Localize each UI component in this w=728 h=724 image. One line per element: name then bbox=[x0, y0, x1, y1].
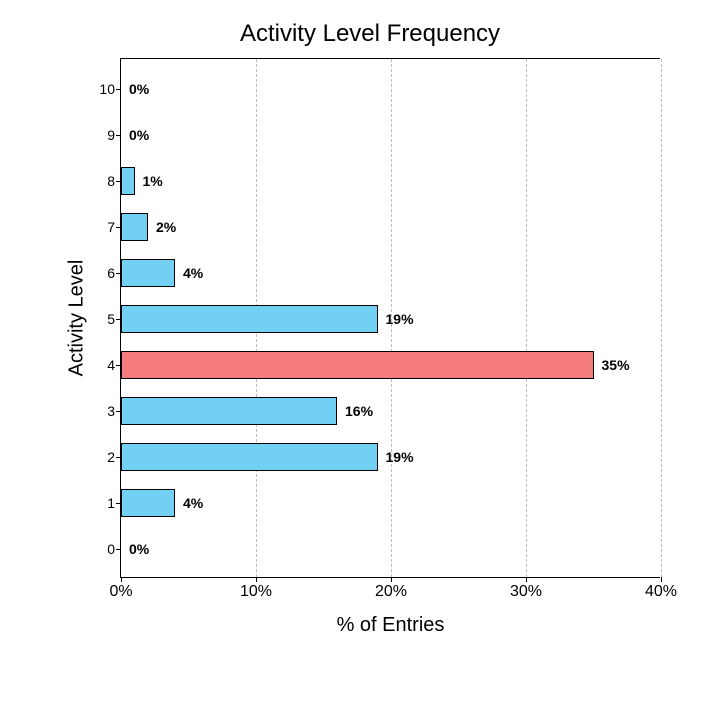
bar-value-label: 1% bbox=[143, 173, 163, 189]
bar-value-label: 16% bbox=[345, 403, 373, 419]
bar bbox=[121, 259, 175, 287]
plot-area: Activity Level % of Entries 0%10%20%30%4… bbox=[120, 58, 660, 578]
bar-value-label: 2% bbox=[156, 219, 176, 235]
bar-value-label: 35% bbox=[602, 357, 630, 373]
chart-title: Activity Level Frequency bbox=[60, 20, 680, 48]
x-tick-label: 10% bbox=[240, 577, 272, 601]
y-tick-label: 1 bbox=[107, 495, 121, 511]
x-tick-label: 40% bbox=[645, 577, 677, 601]
bar-value-label: 19% bbox=[386, 311, 414, 327]
bar-value-label: 4% bbox=[183, 495, 203, 511]
bar-value-label: 0% bbox=[129, 541, 149, 557]
bar bbox=[121, 213, 148, 241]
y-axis-label: Activity Level bbox=[66, 260, 89, 377]
x-axis-label: % of Entries bbox=[337, 614, 445, 637]
x-tick-label: 0% bbox=[109, 577, 132, 601]
y-tick-label: 9 bbox=[107, 127, 121, 143]
bar bbox=[121, 167, 135, 195]
y-tick-label: 5 bbox=[107, 311, 121, 327]
x-tick-label: 20% bbox=[375, 577, 407, 601]
bar bbox=[121, 443, 378, 471]
y-tick-label: 6 bbox=[107, 265, 121, 281]
bar bbox=[121, 489, 175, 517]
grid-line bbox=[526, 59, 527, 577]
bar-highlight bbox=[121, 351, 594, 379]
y-tick-label: 0 bbox=[107, 541, 121, 557]
y-tick-label: 8 bbox=[107, 173, 121, 189]
x-tick-label: 30% bbox=[510, 577, 542, 601]
y-tick-label: 3 bbox=[107, 403, 121, 419]
y-tick-label: 2 bbox=[107, 449, 121, 465]
bar-value-label: 0% bbox=[129, 127, 149, 143]
bar-value-label: 19% bbox=[386, 449, 414, 465]
y-tick-label: 4 bbox=[107, 357, 121, 373]
chart-container: Activity Level Frequency Activity Level … bbox=[60, 20, 680, 680]
y-tick-label: 7 bbox=[107, 219, 121, 235]
bar bbox=[121, 305, 378, 333]
y-tick-label: 10 bbox=[99, 81, 121, 97]
bar bbox=[121, 397, 337, 425]
bar-value-label: 4% bbox=[183, 265, 203, 281]
grid-line bbox=[661, 59, 662, 577]
bar-value-label: 0% bbox=[129, 81, 149, 97]
